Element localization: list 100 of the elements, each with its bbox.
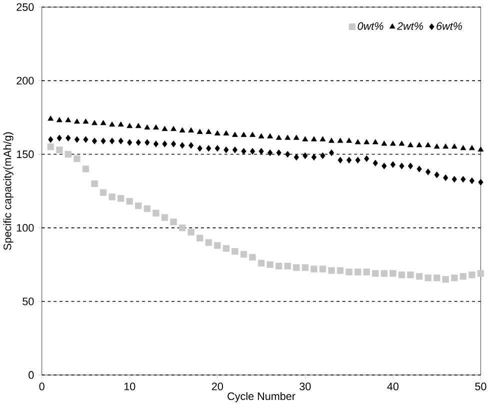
point: [266, 261, 274, 268]
point: [240, 250, 248, 258]
x-axis-title: Cycle Number: [228, 392, 296, 402]
point: [276, 262, 282, 270]
point: [100, 137, 106, 144]
point: [241, 148, 246, 154]
point: [196, 128, 203, 134]
point: [478, 146, 484, 152]
point: [336, 266, 344, 274]
point: [197, 144, 202, 152]
point: [48, 136, 54, 143]
point: [416, 272, 423, 280]
point: [294, 154, 299, 160]
point: [109, 121, 115, 126]
point: [477, 270, 484, 277]
point: [91, 180, 98, 187]
point: [372, 270, 379, 277]
point: [398, 140, 405, 146]
point: [267, 133, 273, 138]
point: [328, 137, 334, 143]
point: [380, 270, 388, 277]
point: [188, 142, 194, 149]
point: [153, 140, 159, 148]
point: [319, 265, 326, 272]
point: [434, 171, 440, 178]
point: [390, 270, 396, 277]
point: [56, 146, 63, 153]
point: [293, 264, 300, 271]
point: [390, 160, 396, 168]
point: [136, 138, 141, 146]
point: [284, 134, 291, 140]
point: [468, 271, 476, 278]
point: [232, 146, 238, 153]
y-tick-label: 50: [22, 297, 34, 305]
point: [346, 268, 352, 276]
point: [346, 156, 352, 164]
point: [100, 188, 107, 196]
y-tick-label: 100: [16, 224, 34, 232]
point: [170, 140, 176, 148]
point: [372, 160, 378, 166]
point: [337, 137, 344, 143]
point: [222, 244, 230, 252]
point: [460, 272, 467, 280]
y-tick-label: 200: [16, 76, 34, 84]
legend-label: 2wt%: [396, 22, 423, 30]
point: [399, 162, 404, 170]
point: [126, 122, 133, 128]
point: [363, 268, 370, 276]
point: [284, 262, 291, 270]
point: [74, 136, 80, 143]
point: [206, 128, 212, 134]
point: [92, 120, 98, 125]
point: [206, 144, 212, 152]
point: [452, 176, 457, 182]
point: [224, 146, 229, 153]
point: [161, 214, 168, 221]
point: [364, 155, 370, 162]
legend-label: 6wt%: [436, 22, 462, 30]
point: [214, 242, 221, 249]
point: [258, 148, 264, 154]
point: [310, 265, 318, 272]
point: [83, 136, 88, 143]
point: [346, 137, 352, 143]
point: [214, 130, 220, 136]
point: [434, 143, 440, 148]
point: [320, 152, 326, 159]
point: [135, 122, 142, 128]
point: [232, 132, 238, 137]
point: [302, 264, 309, 271]
point: [179, 127, 186, 132]
x-tick-label: 40: [387, 382, 399, 390]
point: [127, 138, 132, 146]
point: [162, 140, 168, 148]
point: [426, 168, 431, 176]
point: [100, 120, 106, 125]
point: [135, 202, 142, 209]
point: [250, 132, 256, 137]
point: [276, 149, 282, 156]
point: [214, 144, 220, 152]
point: [407, 271, 414, 278]
point: [170, 218, 177, 226]
point: [74, 118, 80, 124]
point: [460, 176, 466, 182]
point: [381, 140, 388, 146]
point: [188, 228, 194, 236]
point: [170, 126, 176, 131]
point: [144, 124, 150, 130]
point: [311, 154, 317, 160]
legend-label: 0wt%: [358, 22, 384, 30]
point: [460, 144, 466, 150]
point: [408, 142, 414, 147]
y-axis-title: Specific capacity(mAh/g): [3, 132, 14, 250]
point: [48, 115, 54, 120]
point: [276, 134, 282, 140]
point: [223, 130, 230, 136]
point: [416, 165, 422, 172]
point: [82, 165, 90, 172]
point: [64, 150, 72, 158]
point: [153, 124, 159, 130]
point: [118, 137, 124, 144]
